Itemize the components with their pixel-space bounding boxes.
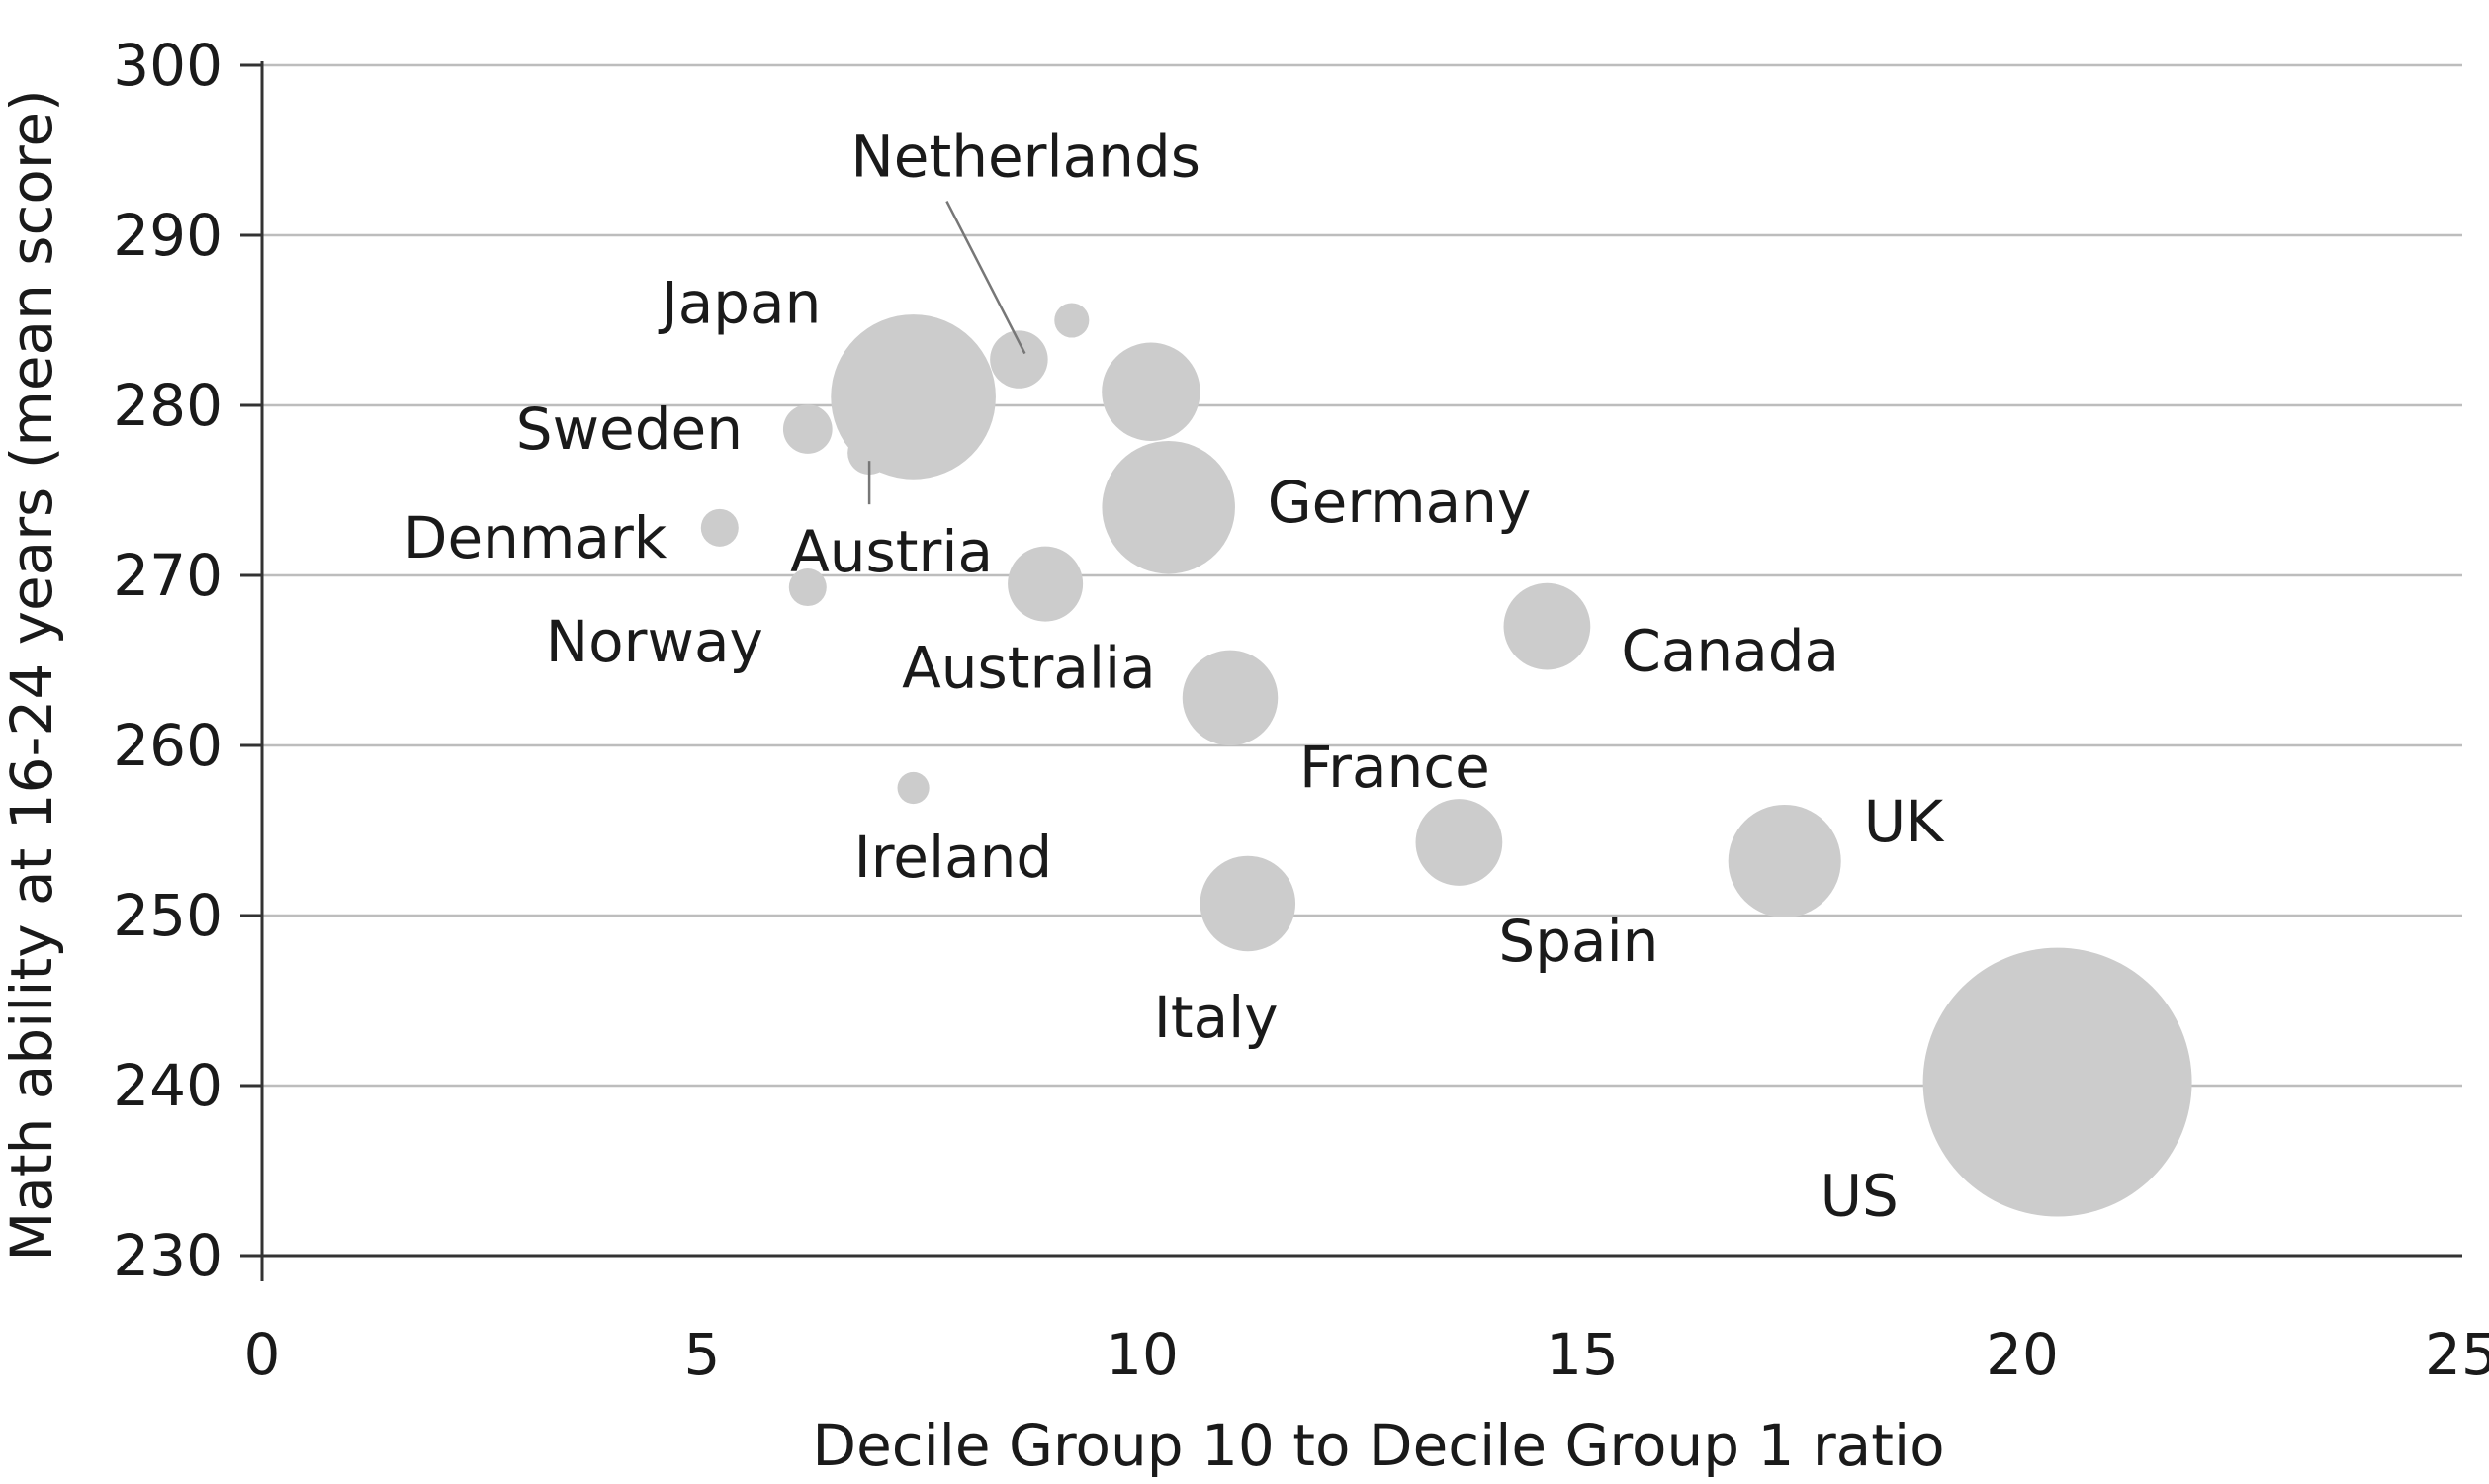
point-label-norway: Norway (546, 608, 763, 675)
x-tick-label: 0 (244, 1321, 281, 1388)
bubble-austria (847, 431, 892, 476)
point-label-ireland: Ireland (854, 824, 1053, 891)
y-tick-label: 300 (113, 32, 222, 99)
bubble-france (1182, 650, 1279, 746)
y-tick-label: 230 (113, 1222, 222, 1289)
y-tick-label: 280 (113, 372, 222, 439)
bubble-denmark (700, 508, 739, 547)
bubble-australia (1008, 546, 1084, 622)
point-label-sweden: Sweden (516, 395, 743, 463)
point-labels: Netherlands Japan Sweden Austria Denmark Germ… (403, 124, 1945, 1230)
gridlines (262, 63, 2462, 1088)
bubble-us (1922, 947, 2192, 1217)
bubble-sweden (782, 404, 833, 454)
x-tick-label: 10 (1106, 1321, 1179, 1388)
y-tick-label: 240 (113, 1052, 222, 1119)
point-label-austria: Austria (790, 518, 993, 585)
y-tick-label: 250 (113, 882, 222, 949)
point-label-australia: Australia (902, 635, 1156, 702)
point-label-netherlands: Netherlands (850, 124, 1200, 191)
x-tick-label: 5 (684, 1321, 721, 1388)
x-tick-label: 25 (2425, 1321, 2489, 1388)
bubble-spain (1415, 799, 1503, 886)
point-label-italy: Italy (1154, 984, 1279, 1051)
y-axis-title: Math ability at 16-24 years (mean score) (0, 89, 65, 1262)
y-tick-label: 290 (113, 202, 222, 269)
point-label-france: France (1299, 734, 1490, 801)
bubble-canada (1503, 582, 1591, 670)
x-tick-label: 15 (1546, 1321, 1619, 1388)
leader-line-netherlands (945, 200, 1026, 355)
x-axis-title: Decile Group 10 to Decile Group 1 ratio (812, 1412, 1944, 1479)
point-label-canada: Canada (1621, 618, 1839, 685)
bubble-unlabeled-3 (1102, 342, 1200, 441)
bubble-uk (1728, 804, 1841, 917)
bubble-netherlands (990, 330, 1048, 389)
x-tick-label: 20 (1986, 1321, 2059, 1388)
y-tick-label: 270 (113, 542, 222, 609)
bubble-norway (788, 568, 827, 607)
bubble-germany (1102, 440, 1235, 574)
point-label-us: US (1821, 1163, 1899, 1230)
point-label-uk: UK (1864, 788, 1945, 855)
point-label-japan: Japan (659, 269, 822, 336)
y-tick-label: 260 (113, 712, 222, 779)
point-label-denmark: Denmark (403, 504, 667, 571)
axes: 230 240 250 260 270 280 290 300 0 5 10 15 20 25 (113, 32, 2489, 1388)
bubble-italy (1200, 855, 1296, 952)
bubble-unlabeled-1 (1054, 303, 1090, 338)
bubbles (700, 303, 2192, 1217)
bubble-ireland (897, 771, 930, 805)
point-label-spain: Spain (1498, 908, 1658, 975)
point-label-germany: Germany (1268, 469, 1532, 536)
